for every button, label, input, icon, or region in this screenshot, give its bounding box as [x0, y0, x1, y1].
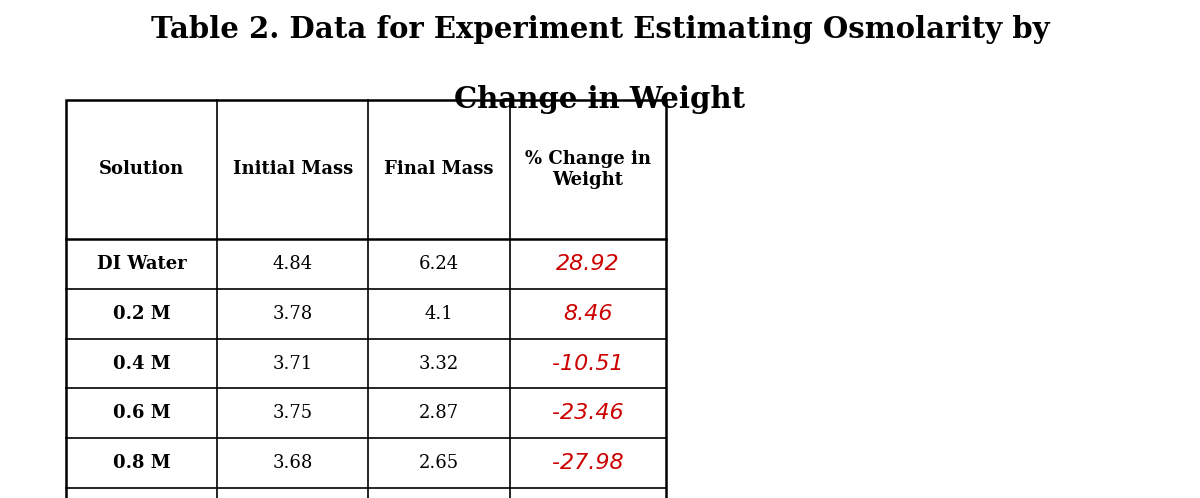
Text: Initial Mass: Initial Mass [233, 160, 353, 178]
Text: 3.71: 3.71 [272, 355, 313, 373]
Text: 2.87: 2.87 [419, 404, 460, 422]
Text: -23.46: -23.46 [552, 403, 624, 423]
Text: Solution: Solution [98, 160, 185, 178]
Text: DI Water: DI Water [97, 255, 186, 273]
Text: Change in Weight: Change in Weight [455, 85, 745, 114]
Text: 6.24: 6.24 [419, 255, 460, 273]
Text: -10.51: -10.51 [552, 354, 624, 374]
Text: 28.92: 28.92 [556, 254, 619, 274]
Bar [66, 100, 666, 498]
Text: % Change in
Weight: % Change in Weight [524, 149, 650, 189]
Text: -27.98: -27.98 [552, 453, 624, 473]
Text: 4.84: 4.84 [272, 255, 313, 273]
Text: 0.6 M: 0.6 M [113, 404, 170, 422]
Text: 8.46: 8.46 [563, 304, 613, 324]
Text: 0.8 M: 0.8 M [113, 454, 170, 472]
Text: 0.2 M: 0.2 M [113, 305, 170, 323]
Text: 2.65: 2.65 [419, 454, 460, 472]
Text: 3.78: 3.78 [272, 305, 313, 323]
Text: Table 2. Data for Experiment Estimating Osmolarity by: Table 2. Data for Experiment Estimating … [151, 15, 1049, 44]
Text: 3.68: 3.68 [272, 454, 313, 472]
Text: Final Mass: Final Mass [384, 160, 494, 178]
Text: 3.75: 3.75 [272, 404, 313, 422]
Text: 4.1: 4.1 [425, 305, 454, 323]
Text: 0.4 M: 0.4 M [113, 355, 170, 373]
Text: 3.32: 3.32 [419, 355, 460, 373]
